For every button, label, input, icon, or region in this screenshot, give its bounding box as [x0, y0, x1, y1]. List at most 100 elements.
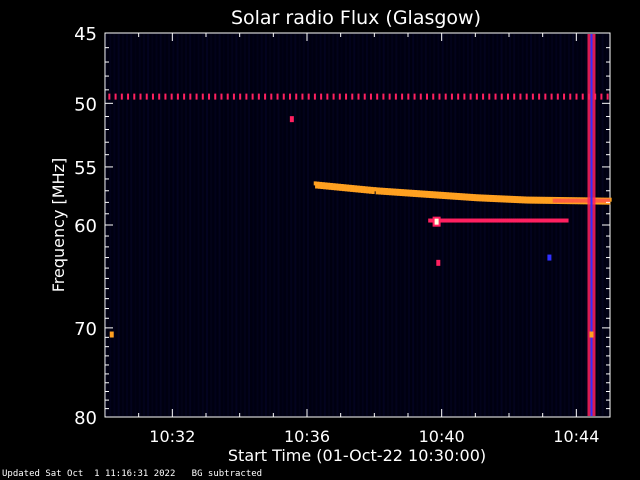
drift-burst-segment: [459, 193, 463, 198]
emission-line-segment: [458, 218, 462, 223]
background-streak: [408, 34, 410, 416]
emission-line-segment: [444, 218, 448, 223]
drift-burst-segment: [426, 193, 430, 198]
drift-burst-segment: [438, 191, 442, 196]
drift-burst-segment: [424, 190, 428, 195]
background-streak: [496, 34, 499, 416]
interference-dot: [351, 93, 354, 100]
background-streak: [525, 34, 528, 416]
emission-line-segment: [472, 218, 476, 223]
background-streak: [121, 34, 124, 416]
drift-burst-segment: [371, 190, 375, 195]
interference-dot: [257, 93, 260, 100]
drift-burst-segment: [313, 181, 317, 186]
drift-burst-segment: [545, 199, 549, 204]
emission-line-segment: [450, 218, 454, 223]
background-streak: [117, 34, 120, 416]
drift-burst-segment: [467, 193, 471, 198]
drift-burst-segment: [368, 189, 372, 194]
interference-dot: [307, 93, 310, 100]
drift-burst-segment: [324, 182, 328, 187]
emission-line-segment: [486, 218, 490, 223]
emission-line-segment: [428, 218, 432, 223]
background-streak: [559, 34, 562, 416]
interference-dot: [369, 93, 372, 100]
emission-line-segment: [559, 218, 563, 223]
background-streak: [113, 34, 116, 416]
drift-burst-segment: [392, 188, 396, 193]
emission-line-segment: [557, 218, 561, 223]
background-streak: [184, 34, 187, 416]
interference-dot: [214, 93, 217, 100]
emission-line-segment: [460, 218, 464, 223]
background-streak: [256, 34, 259, 416]
drift-burst-segment: [431, 194, 435, 199]
x-tick-label: 10:44: [553, 427, 599, 446]
interference-dot: [413, 93, 416, 100]
drift-burst-segment: [339, 186, 343, 191]
background-streak: [399, 34, 402, 416]
interference-dot: [195, 93, 198, 100]
drift-burst-segment: [500, 198, 504, 203]
y-tick-label: 50: [74, 94, 97, 115]
drift-burst-segment: [347, 187, 351, 192]
background-streak: [391, 34, 394, 416]
background-streak: [328, 34, 331, 416]
interference-dot: [525, 93, 528, 100]
background-streak: [382, 34, 385, 416]
drift-burst-segment: [346, 184, 350, 189]
drift-burst-segment: [485, 194, 489, 199]
interference-dot: [394, 93, 397, 100]
interference-dot: [127, 93, 130, 100]
drift-burst-segment: [442, 194, 446, 199]
drift-burst-segment: [337, 183, 341, 188]
background-streak: [323, 34, 326, 416]
drift-burst-segment: [524, 199, 528, 204]
background-streak: [231, 34, 234, 416]
interference-dot: [313, 93, 316, 100]
background-streak: [458, 34, 461, 416]
drift-burst-segment: [327, 182, 331, 187]
emission-line-segment: [506, 218, 510, 223]
drift-burst-segment: [463, 196, 467, 201]
background-streak: [235, 34, 238, 416]
background-streak: [551, 34, 554, 416]
background-streak: [483, 34, 486, 416]
vertical-burst-core: [590, 34, 593, 416]
drift-burst-segment: [364, 186, 368, 191]
drift-burst-segment: [411, 189, 415, 194]
drift-burst-segment: [458, 196, 462, 201]
background-streak: [298, 34, 301, 416]
drift-burst-segment: [547, 196, 551, 201]
drift-burst-segment: [501, 195, 505, 200]
drift-burst-segment: [321, 182, 325, 187]
drift-burst-segment: [352, 188, 356, 193]
drift-burst-segment: [440, 191, 444, 196]
emission-line-segment: [541, 218, 545, 223]
background-streak: [555, 34, 558, 416]
drift-burst-segment: [448, 192, 452, 197]
background-streak: [319, 34, 322, 416]
drift-burst-segment: [348, 184, 352, 189]
interference-dot: [488, 93, 491, 100]
drift-burst-segment: [407, 192, 411, 197]
drift-burst-segment: [335, 183, 339, 188]
background-streak: [530, 34, 533, 416]
interference-dot: [382, 93, 385, 100]
drift-burst-segment: [495, 198, 499, 203]
drift-burst-segment: [525, 196, 529, 201]
drift-burst-segment: [323, 185, 327, 190]
drift-burst-segment: [520, 196, 524, 201]
drift-burst-segment: [374, 187, 378, 192]
interference-dot: [338, 93, 341, 100]
emission-line-segment: [490, 218, 494, 223]
y-axis-label: Frequency [MHz]: [49, 158, 68, 292]
x-tick-label: 10:36: [284, 427, 330, 446]
drift-burst-segment: [434, 194, 438, 199]
chart-title: Solar radio Flux (Glasgow): [231, 7, 481, 29]
emission-spot: [436, 259, 441, 266]
drift-burst-segment: [394, 191, 398, 196]
drift-burst-segment: [422, 190, 426, 195]
background-streak: [332, 34, 335, 416]
bg-mode-label: BG subtracted: [191, 469, 263, 479]
